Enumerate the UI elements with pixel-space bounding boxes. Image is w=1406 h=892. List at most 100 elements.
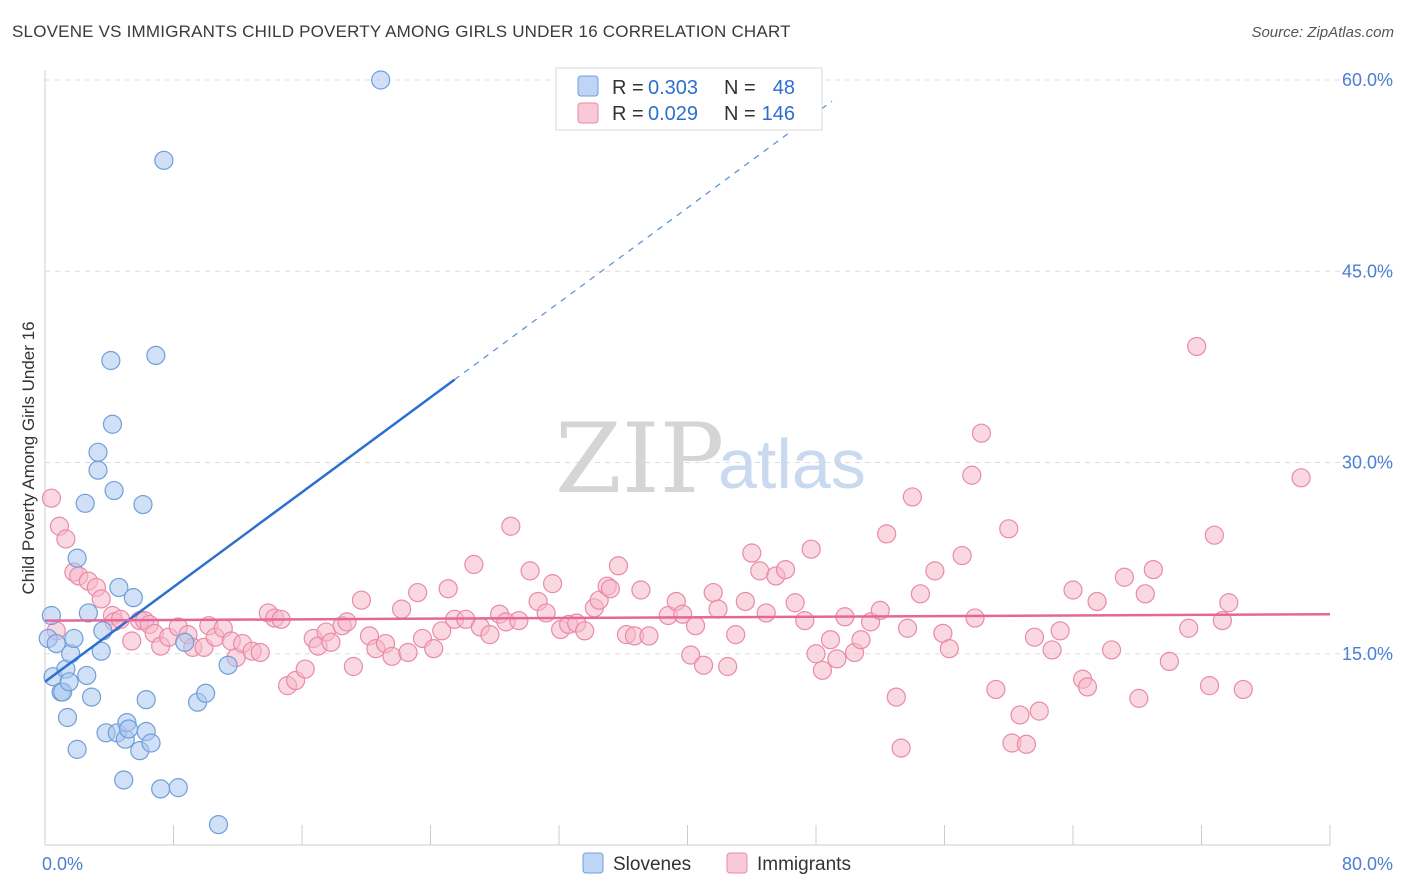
immigrant-point — [971, 423, 992, 443]
immigrant-point — [685, 616, 706, 636]
slovene-point — [371, 70, 391, 90]
slovene-point — [46, 633, 66, 654]
grid-lines — [45, 79, 1393, 655]
immigrant-point — [1016, 734, 1037, 754]
immigrant-point — [735, 591, 755, 612]
immigrant-point — [1010, 705, 1030, 725]
slovene-point — [67, 739, 87, 759]
immigrant-point — [785, 593, 805, 613]
immigrant-point — [851, 630, 871, 650]
immigrant-point — [337, 612, 357, 632]
immigrant-point — [877, 524, 897, 544]
immigrant-point — [250, 642, 270, 663]
immigrant-point — [509, 610, 529, 631]
immigrant-point — [986, 679, 1006, 700]
immigrant-point — [575, 621, 595, 641]
immigrant-point — [408, 582, 428, 603]
immigrant-point — [382, 646, 402, 666]
immigrant-point — [480, 625, 500, 645]
immigrant-point — [962, 465, 982, 485]
slovene-point — [102, 414, 123, 434]
legend-swatch-slovenes — [582, 852, 604, 874]
slovene-points — [38, 70, 391, 835]
y-tick-label: 30.0% — [1342, 453, 1393, 473]
slovene-point — [78, 603, 98, 623]
immigrant-point — [891, 738, 911, 758]
watermark-zip: ZIP — [555, 403, 724, 515]
stats-legend: R = 0.303 N = 48 R = 0.029 N = 146 — [555, 67, 823, 131]
immigrant-point — [424, 639, 444, 659]
legend-n-value: 146 — [762, 103, 795, 125]
series-legend: Slovenes Immigrants — [582, 852, 851, 875]
immigrant-point — [1042, 640, 1062, 660]
immigrant-point — [1129, 688, 1149, 708]
immigrant-point — [673, 604, 693, 624]
immigrant-point — [122, 631, 142, 651]
immigrant-point — [1219, 593, 1239, 613]
immigrant-point — [925, 561, 945, 581]
slovene-point — [109, 577, 129, 598]
slovene-point — [104, 480, 124, 501]
immigrant-point — [1212, 610, 1232, 631]
immigrant-point — [681, 645, 701, 665]
legend-r-label: R = — [612, 103, 644, 125]
legend-swatch-immigrants — [726, 852, 748, 874]
immigrant-point — [1024, 627, 1045, 647]
watermark: ZIP atlas — [555, 403, 866, 515]
immigrant-point — [1199, 676, 1220, 696]
slovene-point — [114, 770, 134, 790]
immigrant-points — [41, 336, 1311, 758]
legend-label-immigrants: Immigrants — [757, 854, 851, 875]
slovene-point — [118, 719, 139, 739]
slovene-point — [146, 345, 166, 365]
immigrant-point — [464, 554, 484, 575]
immigrant-point — [812, 660, 833, 680]
slovene-point — [218, 655, 238, 675]
immigrant-point — [775, 559, 796, 580]
slovene-point — [208, 814, 229, 835]
immigrant-point — [1101, 640, 1122, 660]
immigrant-point — [795, 610, 815, 631]
slovene-point — [88, 460, 108, 480]
slovene-point — [81, 687, 102, 707]
slovene-point — [151, 779, 171, 799]
slovene-point — [91, 641, 111, 661]
immigrant-point — [438, 579, 458, 599]
immigrant-point — [1087, 591, 1107, 612]
immigrant-point — [391, 599, 412, 619]
legend-label-slovenes: Slovenes — [613, 854, 691, 875]
y-tick-label: 60.0% — [1342, 70, 1393, 90]
legend-box — [555, 67, 823, 131]
immigrant-point — [542, 574, 563, 594]
immigrant-point — [1135, 584, 1155, 604]
source-credit: Source: ZipAtlas.com — [1251, 24, 1394, 41]
immigrant-point — [432, 621, 452, 641]
immigrant-point — [726, 625, 746, 645]
immigrant-point — [1233, 679, 1253, 700]
immigrant-point — [1204, 525, 1224, 545]
immigrant-point — [501, 516, 521, 536]
slovene-point — [123, 588, 143, 608]
immigrant-point — [1187, 336, 1207, 357]
immigrant-point — [1114, 567, 1135, 587]
legend-r-value: 0.303 — [648, 77, 698, 99]
legend-n-value: 48 — [773, 77, 795, 99]
y-axis-label: Child Poverty Among Girls Under 16 — [19, 321, 38, 594]
immigrant-point — [343, 656, 363, 677]
legend-n-label: N = — [724, 103, 756, 125]
immigrant-point — [693, 655, 714, 675]
immigrant-point — [600, 579, 621, 599]
slovene-point — [196, 683, 216, 703]
immigrant-point — [1143, 559, 1163, 580]
slovene-point — [141, 733, 161, 753]
immigrant-trend-line — [44, 612, 1331, 622]
immigrant-point — [708, 599, 728, 619]
immigrant-point — [703, 582, 723, 603]
slovene-trend-extension — [454, 100, 833, 381]
immigrant-point — [1291, 468, 1311, 488]
x-tick-label-min: 0.0% — [42, 854, 83, 874]
slovene-point — [67, 548, 87, 568]
immigrant-point — [631, 580, 651, 600]
immigrant-point — [827, 649, 847, 669]
